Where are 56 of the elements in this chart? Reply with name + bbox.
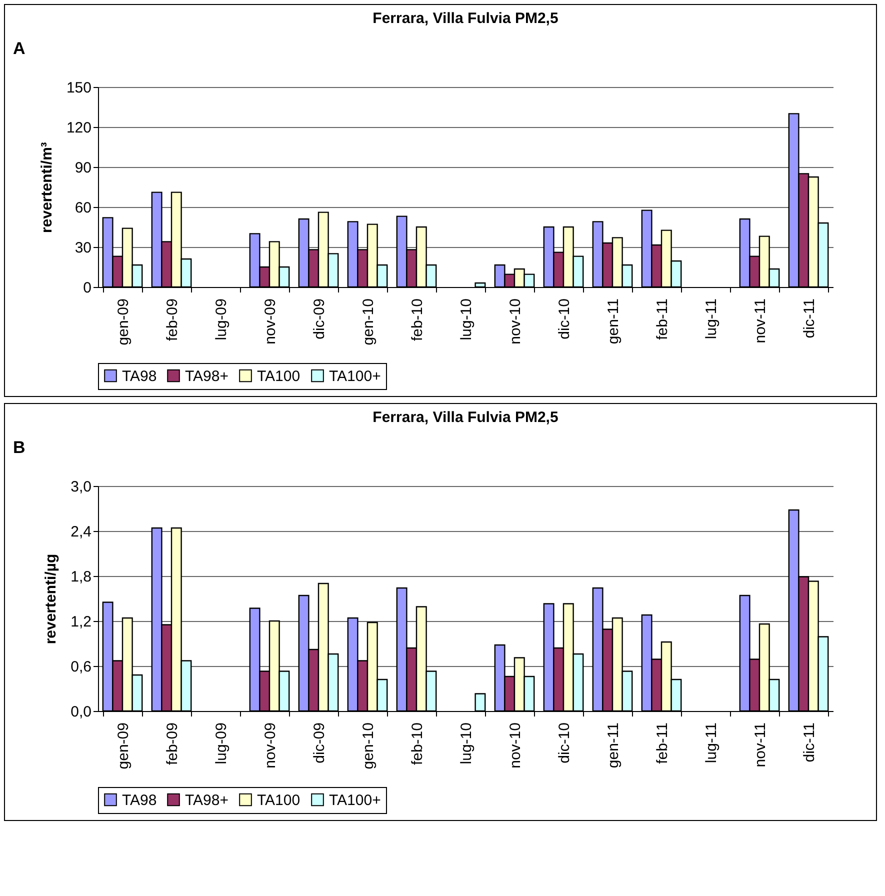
legend-label: TA100+: [329, 792, 382, 809]
x-tick-label: nov-11: [752, 722, 769, 768]
y-tick-label: 0,0: [70, 704, 92, 720]
x-tick-label: gen-11: [605, 722, 622, 768]
y-tick-label: 1,8: [70, 568, 92, 586]
x-tick-label: dic-10: [556, 298, 573, 340]
legend-label: TA98: [122, 792, 157, 809]
legend-label: TA98: [122, 368, 157, 385]
x-tick-label: gen-11: [605, 298, 622, 344]
x-tick-label: dic-11: [801, 722, 818, 762]
x-tick-label: feb-09: [164, 722, 181, 766]
x-tick-label: lug-11: [703, 722, 720, 764]
x-tick-label: lug-10: [458, 722, 475, 764]
legend-label: TA100+: [329, 368, 382, 385]
y-tick-label: 60: [74, 200, 92, 216]
y-axis-title: revertenti/m³: [38, 142, 56, 233]
x-tick-label: lug-11: [703, 298, 720, 340]
y-tick-label: 3,0: [70, 478, 92, 496]
text: A: [13, 39, 26, 58]
x-tick-label: dic-11: [801, 298, 818, 338]
legend-label: TA100: [257, 792, 300, 809]
y-tick-label: 150: [66, 80, 92, 96]
x-tick-label: dic-09: [311, 298, 328, 340]
x-tick-label: nov-11: [752, 298, 769, 344]
y-tick-label: 90: [74, 160, 92, 176]
x-tick-label: feb-11: [654, 298, 671, 340]
x-tick-label: nov-10: [507, 298, 524, 344]
y-tick-label: 2,4: [70, 524, 92, 540]
x-tick-label: gen-09: [115, 722, 132, 770]
y-tick-label: 0,6: [70, 658, 92, 676]
x-tick-label: feb-10: [409, 722, 426, 766]
x-tick-label: dic-09: [311, 722, 328, 764]
x-tick-label: gen-09: [115, 298, 132, 346]
x-tick-label: nov-09: [262, 722, 279, 768]
x-tick-label: lug-09: [213, 298, 230, 340]
legend-label: TA100: [257, 368, 300, 385]
x-tick-label: dic-10: [556, 722, 573, 764]
x-tick-label: feb-11: [654, 722, 671, 764]
y-tick-label: 120: [66, 120, 92, 136]
chart-title: Ferrara, Villa Fulvia PM2,5: [372, 409, 558, 426]
x-tick-label: gen-10: [360, 722, 377, 770]
text: B: [13, 438, 26, 457]
y-tick-label: 0: [83, 280, 92, 296]
x-tick-label: gen-10: [360, 298, 377, 346]
x-tick-label: feb-10: [409, 298, 426, 342]
legend-label: TA98+: [185, 368, 229, 385]
y-tick-label: 30: [74, 240, 92, 256]
x-tick-label: nov-09: [262, 298, 279, 344]
legend-label: TA98+: [185, 792, 229, 809]
x-tick-label: lug-09: [213, 722, 230, 764]
chart-title: Ferrara, Villa Fulvia PM2,5: [372, 10, 558, 27]
x-tick-label: feb-09: [164, 298, 181, 342]
x-tick-label: lug-10: [458, 298, 475, 340]
y-axis-title: revertenti/µg: [42, 554, 60, 644]
y-tick-label: 1,2: [70, 614, 92, 630]
x-tick-label: nov-10: [507, 722, 524, 768]
